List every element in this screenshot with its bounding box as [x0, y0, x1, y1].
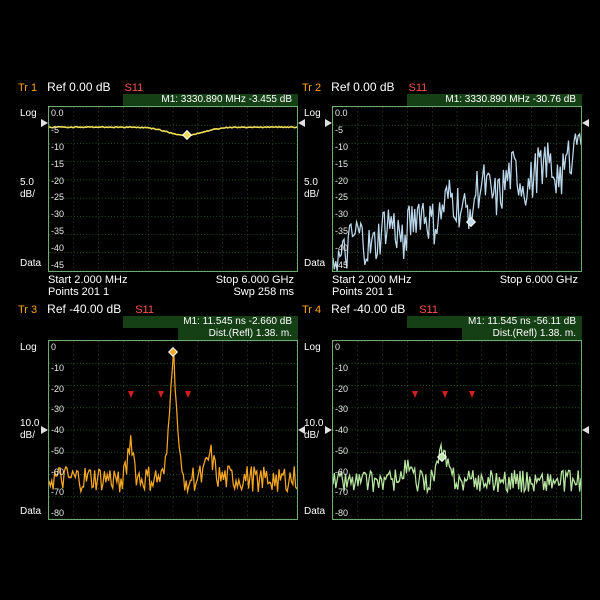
start-freq-label: Start 2.000 MHz	[332, 274, 411, 286]
format-label: Data	[304, 506, 330, 518]
panel-3: Tr 3 Ref -40.00 dB S11M1: 11.545 ns -2.660…	[18, 302, 298, 520]
ref-label: Ref 0.00 dB	[331, 80, 394, 94]
ref-level-arrow-right-icon	[582, 119, 589, 127]
distance-readout: Dist.(Refl) 1.38. m.	[302, 328, 582, 340]
distance-readout: Dist.(Refl) 1.38. m.	[18, 328, 298, 340]
trace-label: Tr 4	[302, 304, 321, 316]
ref-label: Ref 0.00 dB	[47, 80, 110, 94]
aux-marker-arrow-icon	[412, 391, 418, 398]
ref-level-arrow-left-icon	[325, 426, 332, 434]
stop-freq-label: Stop 6.000 GHz	[216, 274, 294, 286]
sweep-range-row: Start 2.000 MHz Stop 6.000 GHz	[302, 272, 582, 286]
plot-area[interactable]: 0-10-20-30-40-50-60-70-80	[332, 340, 582, 520]
plot-wrap: Log 5.0 dB/Data 0.0-5-10-15-20-25-30-35-40…	[302, 106, 582, 272]
y-tick-labels: 0.0-5-10-15-20-25-30-35-40-45	[335, 107, 348, 271]
format-label: Data	[20, 506, 46, 518]
marker-readout: M1: 3330.890 MHz -3.455 dB	[18, 94, 298, 106]
ref-label: Ref -40.00 dB	[47, 302, 121, 316]
per-div-label: 5.0 dB/	[304, 177, 330, 201]
panel-1: Tr 1 Ref 0.00 dB S11M1: 3330.890 MHz -3.45…	[18, 80, 298, 298]
panel-2: Tr 2 Ref 0.00 dB S11M1: 3330.890 MHz -30.7…	[302, 80, 582, 298]
marker-readout: M1: 11.545 ns -2.660 dB	[18, 316, 298, 328]
per-div-label: 5.0 dB/	[20, 177, 46, 201]
panel-header: Tr 2 Ref 0.00 dB S11	[302, 80, 582, 94]
s-param-label: S11	[135, 304, 154, 316]
trace-label: Tr 1	[18, 82, 37, 94]
plot-wrap: Log10.0 dB/Data0-10-20-30-40-50-60-70-80	[302, 340, 582, 520]
aux-marker-arrow-icon	[128, 391, 134, 398]
ref-level-arrow-left-icon	[41, 119, 48, 127]
trace-label: Tr 2	[302, 82, 321, 94]
y-tick-labels: 0-10-20-30-40-50-60-70-80	[51, 341, 64, 519]
scale-type-label: Log	[20, 108, 46, 120]
plot-area[interactable]: 0.0-5-10-15-20-25-30-35-40-45	[48, 106, 298, 272]
y-tick-labels: 0-10-20-30-40-50-60-70-80	[335, 341, 348, 519]
sweep-info-row: Points 201 1	[302, 286, 582, 298]
ref-level-arrow-left-icon	[41, 426, 48, 434]
panel-4: Tr 4 Ref -40.00 dB S11M1: 11.545 ns -56.11…	[302, 302, 582, 520]
plot-wrap: Log10.0 dB/Data0-10-20-30-40-50-60-70-80	[18, 340, 298, 520]
sweep-time-label: Swp 258 ms	[233, 286, 294, 298]
format-label: Data	[304, 258, 330, 270]
scale-type-label: Log	[304, 342, 330, 354]
aux-marker-arrow-icon	[158, 391, 164, 398]
plot-area[interactable]: 0.0-5-10-15-20-25-30-35-40-45	[332, 106, 582, 272]
y-info-labels: Log 5.0 dB/Data	[302, 106, 332, 272]
s-param-label: S11	[409, 82, 428, 94]
aux-marker-arrow-icon	[442, 391, 448, 398]
scale-type-label: Log	[304, 108, 330, 120]
points-label: Points 201 1	[332, 286, 393, 298]
aux-marker-arrow-icon	[469, 391, 475, 398]
stop-freq-label: Stop 6.000 GHz	[500, 274, 578, 286]
marker-readout: M1: 11.545 ns -56.11 dB	[302, 316, 582, 328]
s-param-label: S11	[125, 82, 144, 94]
panel-header: Tr 3 Ref -40.00 dB S11	[18, 302, 298, 316]
ref-level-arrow-left-icon	[325, 119, 332, 127]
plot-wrap: Log 5.0 dB/Data 0.0-5-10-15-20-25-30-35-40…	[18, 106, 298, 272]
y-info-labels: Log 5.0 dB/Data	[18, 106, 48, 272]
aux-marker-arrow-icon	[185, 391, 191, 398]
plot-grid: Tr 1Ref 0.00 dBS11M1: 3330.890 MHz -3.45…	[18, 80, 582, 520]
start-freq-label: Start 2.000 MHz	[48, 274, 127, 286]
marker-readout: M1: 3330.890 MHz -30.76 dB	[302, 94, 582, 106]
format-label: Data	[20, 258, 46, 270]
ref-label: Ref -40.00 dB	[331, 302, 405, 316]
sweep-range-row: Start 2.000 MHz Stop 6.000 GHz	[18, 272, 298, 286]
s-param-label: S11	[419, 304, 438, 316]
panel-header: Tr 1 Ref 0.00 dB S11	[18, 80, 298, 94]
y-tick-labels: 0.0-5-10-15-20-25-30-35-40-45	[51, 107, 64, 271]
scale-type-label: Log	[20, 342, 46, 354]
panel-header: Tr 4 Ref -40.00 dB S11	[302, 302, 582, 316]
ref-level-arrow-right-icon	[582, 426, 589, 434]
plot-area[interactable]: 0-10-20-30-40-50-60-70-80	[48, 340, 298, 520]
analyzer-screen: Tr 1Ref 0.00 dBS11M1: 3330.890 MHz -3.45…	[18, 80, 582, 520]
sweep-info-row: Points 201 1 Swp 258 ms	[18, 286, 298, 298]
points-label: Points 201 1	[48, 286, 109, 298]
trace-label: Tr 3	[18, 304, 37, 316]
